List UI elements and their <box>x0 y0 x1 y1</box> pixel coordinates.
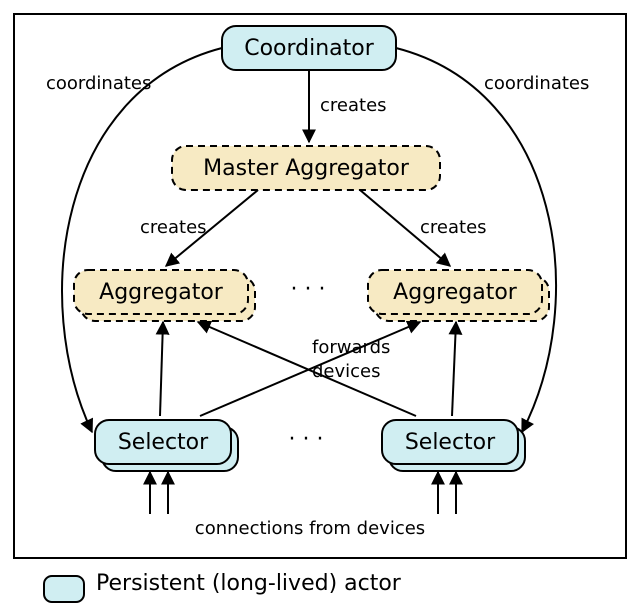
node-master_agg: Master Aggregator <box>172 146 440 190</box>
edge-label-coord_left: coordinates <box>46 73 151 94</box>
edge-label-coord_to_master: creates <box>320 95 387 116</box>
legend-label: Persistent (long-lived) actor <box>96 571 402 596</box>
node-agg_right: Aggregator <box>368 270 549 321</box>
node-label-sel_left: Selector <box>118 430 209 455</box>
node-label-agg_right: Aggregator <box>393 280 518 305</box>
legend-swatch-persistent <box>44 576 84 602</box>
node-agg_left: Aggregator <box>74 270 255 321</box>
ellipsis-agg: · · · <box>291 277 326 302</box>
node-label-sel_right: Selector <box>405 430 496 455</box>
node-sel_left: Selector <box>95 420 238 471</box>
node-coordinator: Coordinator <box>222 26 396 70</box>
edge-sel_r_to_agg_r <box>452 322 456 416</box>
node-label-agg_left: Aggregator <box>99 280 224 305</box>
node-label-master_agg: Master Aggregator <box>203 156 410 181</box>
edge-label-coord_right: coordinates <box>484 73 589 94</box>
ellipsis-sel: · · · <box>289 427 324 452</box>
edge-label-forwards_label2: devices <box>312 361 381 382</box>
edge-sel_l_to_agg_l <box>160 322 163 416</box>
node-label-coordinator: Coordinator <box>244 36 375 61</box>
device-caption: connections from devices <box>195 518 425 539</box>
edge-label-master_to_agg_left: creates <box>140 217 207 238</box>
edge-label-master_to_agg_right: creates <box>420 217 487 238</box>
node-sel_right: Selector <box>382 420 525 471</box>
edge-label-forwards_label1: forwards <box>312 337 390 358</box>
